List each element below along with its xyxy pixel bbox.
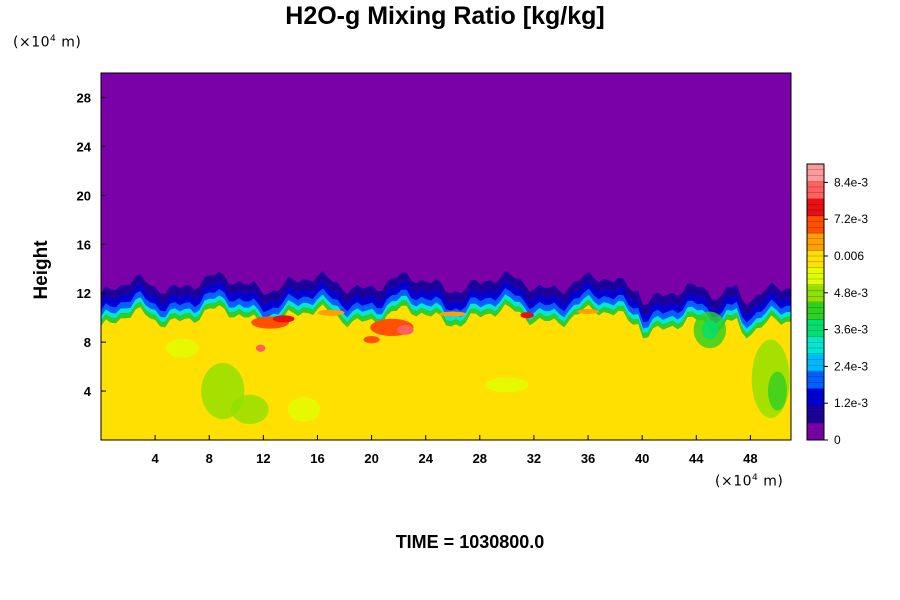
moist-pocket [439,311,467,317]
colorbar-label: 1.2e-3 [834,396,868,410]
colorbar-swatch [807,250,824,268]
x-tick-label: 28 [473,451,487,466]
x-tick-label: 16 [310,451,324,466]
y-tick-label: 28 [77,90,91,105]
moist-eddy [287,397,321,422]
transition-band-lightblue [101,288,791,329]
colorbar-label: 8.4e-3 [834,175,868,189]
moist-eddy [165,338,199,359]
transition-band-cyan [101,294,791,334]
y-tick-label: 12 [77,286,91,301]
colorbar-swatch [807,233,824,251]
colorbar-swatch [807,215,824,234]
transition-band-blue [101,280,791,323]
y-axis-unit: (×104 m) [13,34,82,51]
colorbar-label: 0 [834,433,841,447]
colorbar-swatch [807,371,824,389]
colorbar-swatch [807,405,824,424]
moist-pocket [255,344,266,352]
y-tick-label: 16 [77,237,91,252]
colorbar-frame [806,163,825,441]
colorbar-swatch [807,302,824,320]
moist-eddy [768,371,787,411]
colorbar-swatch [807,422,824,441]
moist-eddy [230,394,269,425]
colorbar-label: 7.2e-3 [834,212,868,226]
x-tick-label: 44 [689,451,704,466]
colorbar-label: 4.8e-3 [834,286,868,300]
transition-band-green [101,299,791,339]
moist-region [101,304,791,440]
moist-pocket [577,309,599,314]
colorbar-swatch [807,388,824,406]
chart-title: H2O-g Mixing Ratio [kg/kg] [285,2,605,30]
colorbar-label: 2.4e-3 [834,359,868,373]
colorbar-swatch [807,267,824,286]
moist-pocket [520,312,534,319]
x-tick-label: 4 [152,451,160,466]
colorbar-swatch [807,353,824,372]
x-tick-label: 48 [743,451,757,466]
moist-pocket [397,325,414,335]
colorbar-swatch [807,198,824,217]
moist-pocket [363,336,380,344]
moist-eddy [701,320,718,340]
plot-frame [100,72,792,441]
colorbar-label: 0.006 [834,249,864,263]
colorbar-swatch [807,164,824,182]
colorbar-label: 3.6e-3 [834,323,868,337]
x-tick-label: 20 [364,451,378,466]
x-tick-label: 40 [635,451,649,466]
x-tick-label: 32 [527,451,541,466]
heatmap-field [101,73,791,440]
moist-pocket [317,309,345,316]
colorbar-swatch [807,181,824,199]
colorbar-swatch [807,336,824,355]
y-tick-label: 20 [77,188,91,203]
moist-pocket [272,315,295,323]
transition-band-dark [101,271,791,316]
y-tick-label: 24 [77,139,92,154]
y-tick-label: 4 [84,384,92,399]
moist-eddy [485,377,529,393]
x-tick-label: 8 [206,451,213,466]
time-label: TIME = 1030800.0 [395,532,545,552]
x-tick-label: 36 [581,451,595,466]
x-axis-unit: (×104 m) [715,473,784,490]
y-tick-label: 8 [84,335,91,350]
x-tick-label: 24 [418,451,433,466]
colorbar-swatch [807,284,824,303]
x-tick-label: 12 [256,451,270,466]
colorbar-swatch [807,319,824,337]
